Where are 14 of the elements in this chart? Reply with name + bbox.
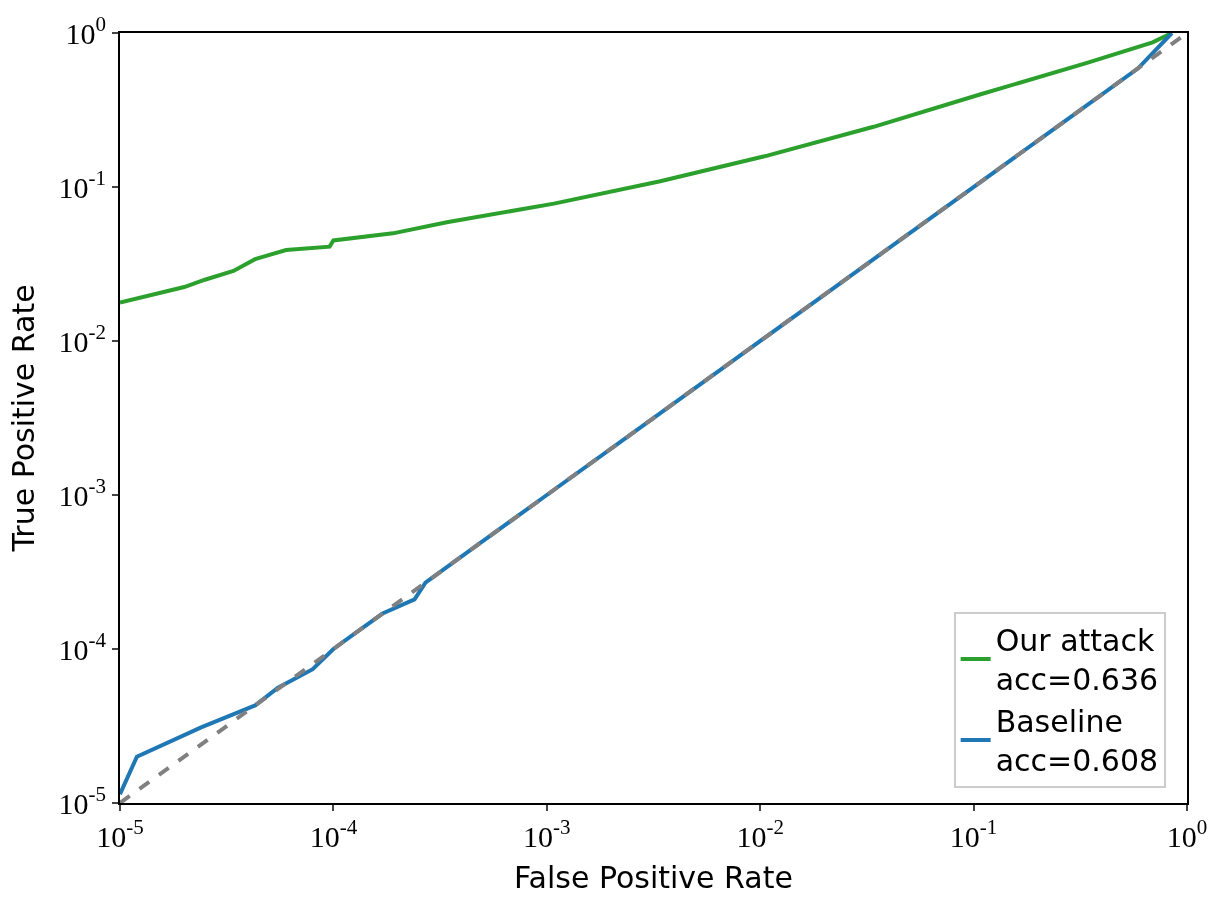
y-tick-label: 10$^{-3}$ bbox=[58, 473, 106, 512]
x-tick-label: 10$^{0}$ bbox=[1166, 815, 1208, 853]
y-axis-title: True Positive Rate bbox=[6, 284, 41, 553]
x-axis-title: False Positive Rate bbox=[514, 860, 793, 895]
legend-label: Our attack acc=0.636 bbox=[995, 623, 1159, 698]
legend-label: Baseline acc=0.608 bbox=[995, 704, 1159, 779]
y-tick-label: 10$^{-1}$ bbox=[58, 165, 106, 204]
y-tick-label: 10$^{0}$ bbox=[65, 11, 106, 50]
x-tick-label: 10$^{-1}$ bbox=[949, 815, 998, 853]
y-tick-label: 10$^{-4}$ bbox=[58, 627, 107, 666]
y-tick-label: 10$^{-2}$ bbox=[58, 319, 106, 358]
x-tick-label: 10$^{-4}$ bbox=[309, 815, 358, 853]
x-tick-label: 10$^{-3}$ bbox=[523, 815, 571, 853]
x-tick-label: 10$^{-2}$ bbox=[736, 815, 784, 853]
